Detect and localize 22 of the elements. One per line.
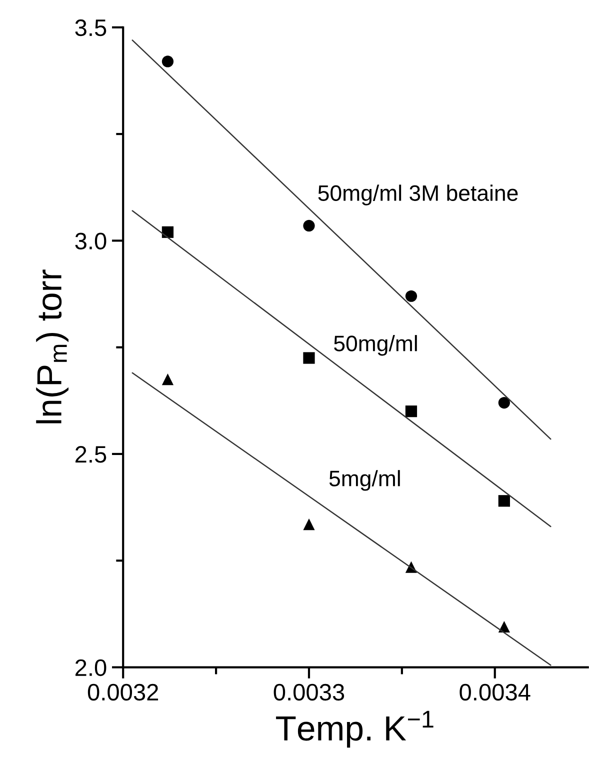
- point: [405, 290, 418, 302]
- point: [405, 406, 418, 418]
- y-tick-label: 2.0: [75, 659, 106, 676]
- point: [303, 518, 315, 530]
- point: [162, 56, 174, 68]
- point: [498, 495, 510, 507]
- x-tick-label: 0.0033: [274, 684, 344, 701]
- point: [303, 220, 315, 232]
- point: [162, 374, 174, 386]
- point: [162, 226, 174, 238]
- annotation: 50mg/ml 3M betaine: [318, 184, 518, 206]
- x-tick-label: 0.0032: [88, 684, 158, 701]
- annotation: 50mg/ml: [334, 335, 417, 356]
- y-tick-label: 2.5: [75, 446, 106, 463]
- x-axis-title: Temp. K$^{−1}$: [276, 710, 434, 748]
- annotation: 5mg/ml: [329, 470, 400, 491]
- x-tick-label: 0.0034: [460, 684, 530, 701]
- y-tick-label: 3.5: [75, 19, 106, 36]
- point: [498, 396, 510, 409]
- y-tick-label: 3.0: [75, 232, 106, 250]
- y-axis-title: ln(P$_{m}$) torr: [36, 270, 68, 424]
- point: [303, 352, 315, 364]
